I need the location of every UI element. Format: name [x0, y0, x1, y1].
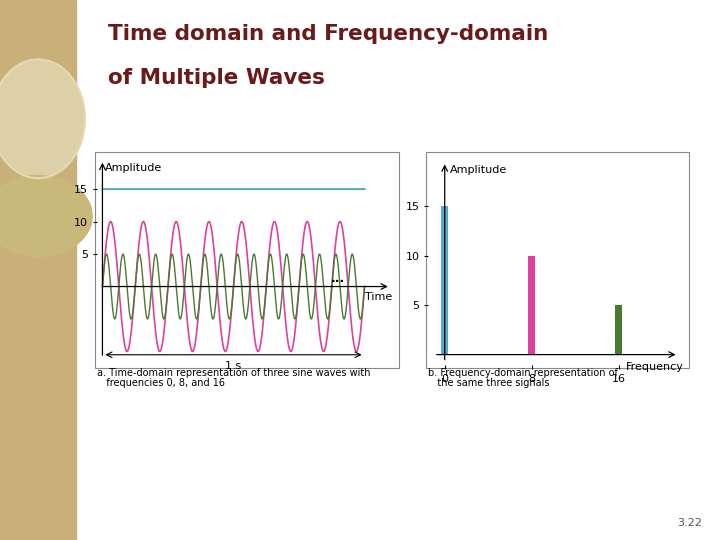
Text: the same three signals: the same three signals: [428, 378, 550, 388]
Circle shape: [0, 176, 92, 256]
Text: Amplitude: Amplitude: [105, 163, 162, 173]
Bar: [441, 206, 448, 355]
Text: b. Frequency-domain representation of: b. Frequency-domain representation of: [428, 368, 618, 379]
Text: ...: ...: [331, 272, 346, 285]
Text: frequencies 0, 8, and 16: frequencies 0, 8, and 16: [97, 378, 225, 388]
Text: Frequency: Frequency: [626, 362, 684, 372]
Text: of Multiple Waves: of Multiple Waves: [108, 68, 325, 87]
Text: 1 s: 1 s: [225, 361, 242, 372]
Text: a. Time-domain representation of three sine waves with: a. Time-domain representation of three s…: [97, 368, 371, 379]
Bar: [76, 0, 720, 540]
Bar: [0, 0, 76, 540]
Ellipse shape: [0, 59, 85, 178]
Text: Time domain and Frequency-domain: Time domain and Frequency-domain: [108, 24, 548, 44]
Bar: [528, 255, 535, 355]
Bar: [616, 305, 622, 355]
Text: Time: Time: [365, 292, 392, 302]
Text: 3.22: 3.22: [677, 518, 702, 528]
Text: Amplitude: Amplitude: [450, 165, 508, 174]
